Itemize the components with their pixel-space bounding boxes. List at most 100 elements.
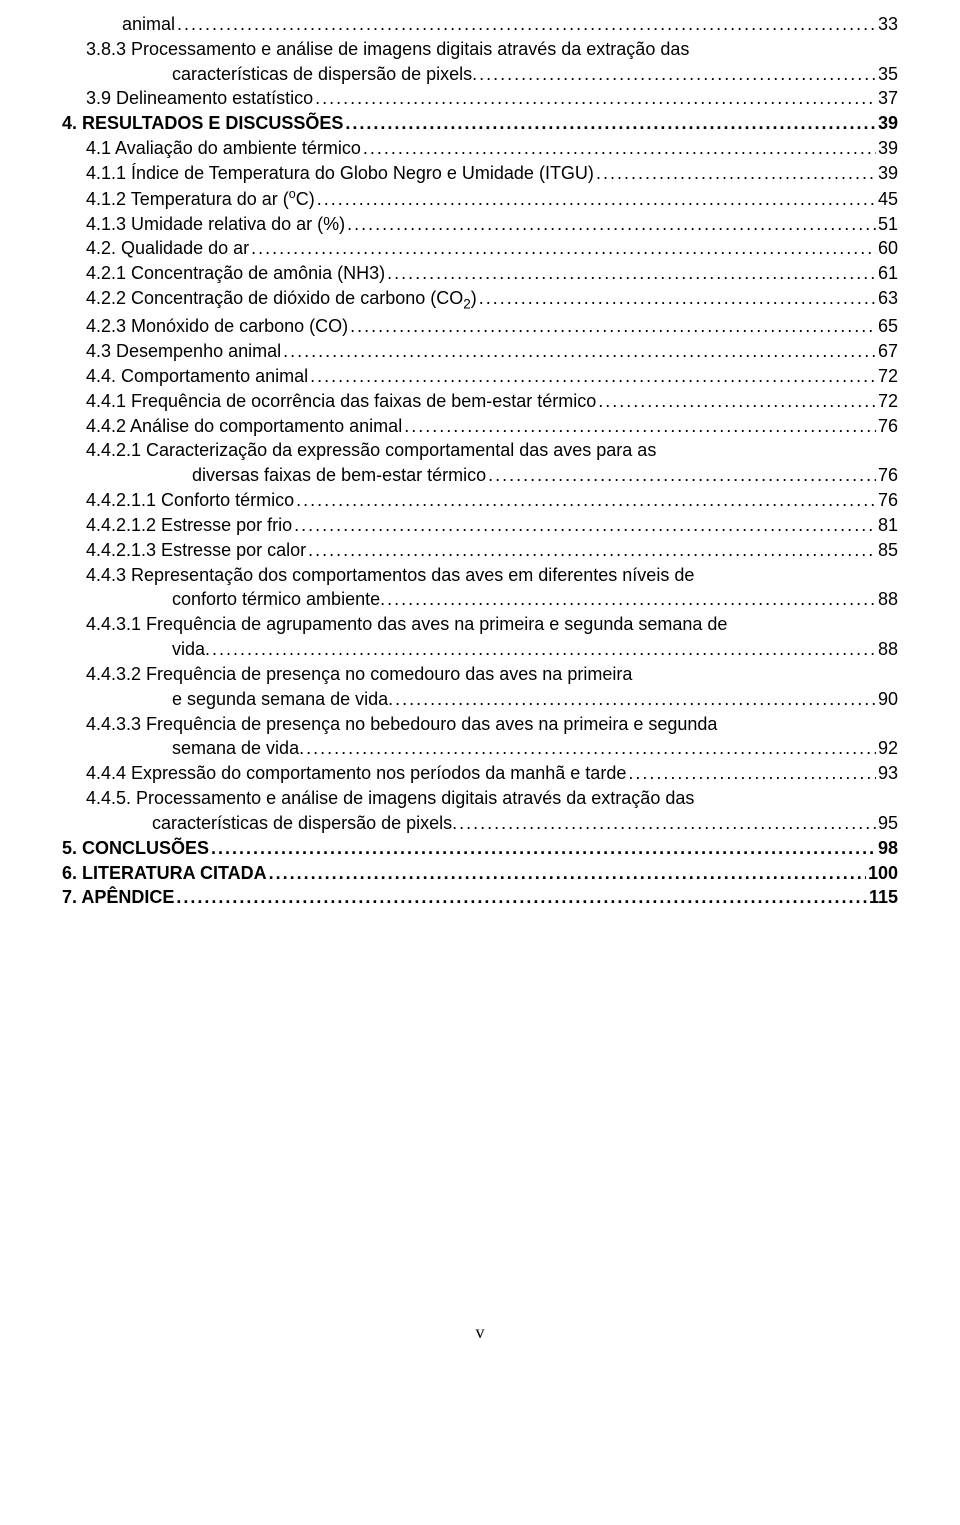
toc-leader-dots xyxy=(385,587,876,612)
toc-leader-dots xyxy=(486,463,876,488)
toc-entry: 4.4.2.1.2 Estresse por frio81 xyxy=(62,513,898,538)
toc-entry-continuation: 4.4.3.2 Frequência de presença no comedo… xyxy=(62,662,898,687)
toc-entry-text: 5. CONCLUSÕES xyxy=(62,836,209,861)
toc-entry-page: 115 xyxy=(867,885,898,910)
toc-leader-dots xyxy=(313,86,876,111)
toc-entry-text: 4.3 Desempenho animal xyxy=(86,339,281,364)
toc-entry-page: 33 xyxy=(876,12,898,37)
toc-entry: conforto térmico ambiente.88 xyxy=(62,587,898,612)
toc-entry-text: 4.4.2.1.2 Estresse por frio xyxy=(86,513,292,538)
toc-entry-text: 4.2. Qualidade do ar xyxy=(86,236,249,261)
toc-leader-dots xyxy=(175,12,876,37)
toc-entry-page: 37 xyxy=(876,86,898,111)
toc-entry-text: conforto térmico ambiente. xyxy=(172,587,385,612)
toc-entry-continuation: 4.4.5. Processamento e análise de imagen… xyxy=(62,786,898,811)
toc-leader-dots xyxy=(281,339,876,364)
toc-entry-page: 93 xyxy=(876,761,898,786)
toc-entry: 4.1.3 Umidade relativa do ar (%)51 xyxy=(62,212,898,237)
toc-entry-page: 76 xyxy=(876,488,898,513)
toc-entry-page: 63 xyxy=(876,286,898,311)
toc-entry-continuation: 4.4.2.1 Caracterização da expressão comp… xyxy=(62,438,898,463)
toc-leader-dots xyxy=(393,687,876,712)
toc-entry: 4. RESULTADOS E DISCUSSÕES 39 xyxy=(62,111,898,136)
toc-entry-page: 60 xyxy=(876,236,898,261)
toc-entry-text: 4.4.1 Frequência de ocorrência das faixa… xyxy=(86,389,596,414)
toc-entry-page: 88 xyxy=(876,637,898,662)
toc-entry-text: características de dispersão de pixels. xyxy=(172,62,477,87)
toc-leader-dots xyxy=(306,538,876,563)
toc-entry-text: 6. LITERATURA CITADA xyxy=(62,861,267,886)
toc-entry-text: 4.1.1 Índice de Temperatura do Globo Neg… xyxy=(86,161,594,186)
toc-entry: 4.4.2 Análise do comportamento animal76 xyxy=(62,414,898,439)
toc-entry: 3.9 Delineamento estatístico37 xyxy=(62,86,898,111)
toc-entry-text: semana de vida. xyxy=(172,736,304,761)
toc-entry: 4.1 Avaliação do ambiente térmico39 xyxy=(62,136,898,161)
toc-leader-dots xyxy=(477,62,876,87)
toc-entry-text: animal xyxy=(122,12,175,37)
toc-entry: características de dispersão de pixels. … xyxy=(62,62,898,87)
toc-leader-dots xyxy=(477,286,876,311)
toc-entry: e segunda semana de vida. 90 xyxy=(62,687,898,712)
toc-leader-dots xyxy=(249,236,876,261)
toc-leader-dots xyxy=(594,161,876,186)
toc-entry-page: 45 xyxy=(876,187,898,212)
toc-entry-text: e segunda semana de vida. xyxy=(172,687,393,712)
toc-leader-dots xyxy=(361,136,876,161)
toc-entry-continuation: 4.4.3.1 Frequência de agrupamento das av… xyxy=(62,612,898,637)
toc-leader-dots xyxy=(385,261,876,286)
toc-leader-dots xyxy=(596,389,876,414)
toc-entry-text: vida. xyxy=(172,637,210,662)
toc-entry-text: diversas faixas de bem-estar térmico xyxy=(192,463,486,488)
toc-entry-page: 100 xyxy=(866,861,898,886)
toc-entry: características de dispersão de pixels.9… xyxy=(62,811,898,836)
toc-entry: animal 33 xyxy=(62,12,898,37)
toc-entry-page: 98 xyxy=(876,836,898,861)
toc-entry-page: 72 xyxy=(876,364,898,389)
table-of-contents: animal333.8.3 Processamento e análise de… xyxy=(62,12,898,910)
toc-entry-continuation: 4.4.3 Representação dos comportamentos d… xyxy=(62,563,898,588)
toc-entry: 5. CONCLUSÕES 98 xyxy=(62,836,898,861)
toc-leader-dots xyxy=(210,637,876,662)
toc-entry-page: 92 xyxy=(876,736,898,761)
toc-leader-dots xyxy=(308,364,876,389)
toc-entry-text: 4.1 Avaliação do ambiente térmico xyxy=(86,136,361,161)
toc-leader-dots xyxy=(345,212,876,237)
toc-leader-dots xyxy=(304,736,876,761)
toc-entry: 6. LITERATURA CITADA 100 xyxy=(62,861,898,886)
toc-entry-text: 4.4.2.1.3 Estresse por calor xyxy=(86,538,306,563)
toc-entry-page: 72 xyxy=(876,389,898,414)
toc-leader-dots xyxy=(343,111,876,136)
toc-entry: 4.4.1 Frequência de ocorrência das faixa… xyxy=(62,389,898,414)
toc-entry-text: 4.4.2.1.1 Conforto térmico xyxy=(86,488,294,513)
toc-entry-page: 39 xyxy=(876,111,898,136)
toc-entry: 7. APÊNDICE115 xyxy=(62,885,898,910)
toc-entry: 4.3 Desempenho animal 67 xyxy=(62,339,898,364)
toc-entry-page: 95 xyxy=(876,811,898,836)
toc-entry: 4.4.4 Expressão do comportamento nos per… xyxy=(62,761,898,786)
toc-entry-text: 4.4. Comportamento animal xyxy=(86,364,308,389)
toc-leader-dots xyxy=(315,187,876,212)
toc-entry: semana de vida. 92 xyxy=(62,736,898,761)
toc-leader-dots xyxy=(292,513,876,538)
toc-entry-continuation: 4.4.3.3 Frequência de presença no bebedo… xyxy=(62,712,898,737)
toc-entry: 4.1.2 Temperatura do ar (oC) 45 xyxy=(62,186,898,212)
toc-entry-page: 85 xyxy=(876,538,898,563)
toc-entry: 4.4.2.1.1 Conforto térmico 76 xyxy=(62,488,898,513)
toc-leader-dots xyxy=(209,836,876,861)
toc-entry-text: 4.1.2 Temperatura do ar (oC) xyxy=(86,186,315,212)
toc-entry-page: 76 xyxy=(876,463,898,488)
toc-entry: 4.2.2 Concentração de dióxido de carbono… xyxy=(62,286,898,314)
toc-entry-text: 4.2.1 Concentração de amônia (NH3) xyxy=(86,261,385,286)
toc-entry-page: 39 xyxy=(876,161,898,186)
toc-entry-text: 4.4.2 Análise do comportamento animal xyxy=(86,414,402,439)
toc-entry: 4.2.1 Concentração de amônia (NH3) 61 xyxy=(62,261,898,286)
toc-entry-text: 4. RESULTADOS E DISCUSSÕES xyxy=(62,111,343,136)
toc-entry-text: 4.4.4 Expressão do comportamento nos per… xyxy=(86,761,626,786)
toc-entry: 4.2. Qualidade do ar 60 xyxy=(62,236,898,261)
toc-entry-text: 4.2.2 Concentração de dióxido de carbono… xyxy=(86,286,477,314)
toc-entry: 4.4. Comportamento animal 72 xyxy=(62,364,898,389)
toc-leader-dots xyxy=(348,314,876,339)
toc-entry: diversas faixas de bem-estar térmico 76 xyxy=(62,463,898,488)
toc-entry-page: 67 xyxy=(876,339,898,364)
toc-entry-page: 61 xyxy=(876,261,898,286)
